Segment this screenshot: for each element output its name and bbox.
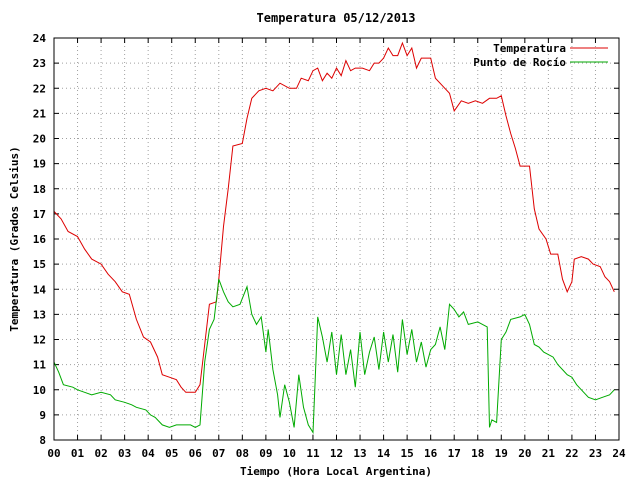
x-tick-label: 19 (495, 447, 508, 460)
x-tick-label: 00 (47, 447, 60, 460)
x-tick-label: 18 (471, 447, 484, 460)
x-tick-label: 22 (565, 447, 578, 460)
x-tick-label: 10 (283, 447, 296, 460)
y-tick-label: 11 (33, 359, 47, 372)
y-tick-label: 20 (33, 133, 46, 146)
x-tick-label: 24 (612, 447, 626, 460)
series-lines (53, 41, 615, 435)
x-tick-label: 07 (212, 447, 225, 460)
y-tick-label: 21 (33, 107, 47, 120)
x-axis-label: Tiempo (Hora Local Argentina) (240, 465, 432, 478)
legend-label: Punto de Rocío (473, 56, 566, 69)
x-tick-label: 14 (377, 447, 391, 460)
y-tick-label: 18 (33, 183, 46, 196)
x-tick-label: 15 (401, 447, 414, 460)
x-tick-label: 08 (236, 447, 249, 460)
x-tick-label: 02 (94, 447, 107, 460)
y-tick-label: 9 (39, 409, 46, 422)
x-tick-label: 17 (448, 447, 461, 460)
x-tick-label: 05 (165, 447, 178, 460)
y-tick-label: 22 (33, 82, 46, 95)
x-tick-label: 01 (71, 447, 85, 460)
legend-label: Temperatura (493, 42, 566, 55)
y-tick-label: 24 (33, 32, 47, 45)
plot-frame (53, 37, 620, 441)
grid-lines (54, 38, 619, 440)
y-axis-ticks: 8 9 10 11 12 13 14 15 16 17 18 19 20 21 22 23 24 (33, 32, 619, 447)
y-tick-label: 12 (33, 334, 46, 347)
x-tick-label: 12 (330, 447, 343, 460)
series-line-temperatura (53, 41, 615, 393)
x-tick-label: 03 (118, 447, 131, 460)
y-tick-label: 8 (39, 434, 46, 447)
x-tick-label: 21 (542, 447, 556, 460)
y-tick-label: 23 (33, 57, 46, 70)
x-tick-label: 13 (353, 447, 366, 460)
x-tick-label: 04 (142, 447, 156, 460)
series-line-punto-de-rocio (53, 279, 615, 435)
y-tick-label: 19 (33, 158, 46, 171)
y-tick-label: 10 (33, 384, 46, 397)
x-tick-label: 20 (518, 447, 531, 460)
x-tick-label: 09 (259, 447, 272, 460)
x-tick-label: 16 (424, 447, 438, 460)
y-tick-label: 16 (33, 233, 47, 246)
x-axis-ticks: 00 01 02 03 04 05 06 07 08 09 10 11 12 13 14 15 16 17 18 19… (47, 38, 626, 460)
y-tick-label: 13 (33, 308, 46, 321)
x-tick-label: 11 (306, 447, 320, 460)
y-axis-label: Temperatura (Grados Celsius) (8, 146, 21, 331)
y-tick-label: 15 (33, 258, 46, 271)
chart-title: Temperatura 05/12/2013 (257, 11, 416, 25)
x-tick-label: 23 (589, 447, 602, 460)
x-tick-label: 06 (189, 447, 203, 460)
y-tick-label: 14 (33, 283, 47, 296)
y-tick-label: 17 (33, 208, 46, 221)
